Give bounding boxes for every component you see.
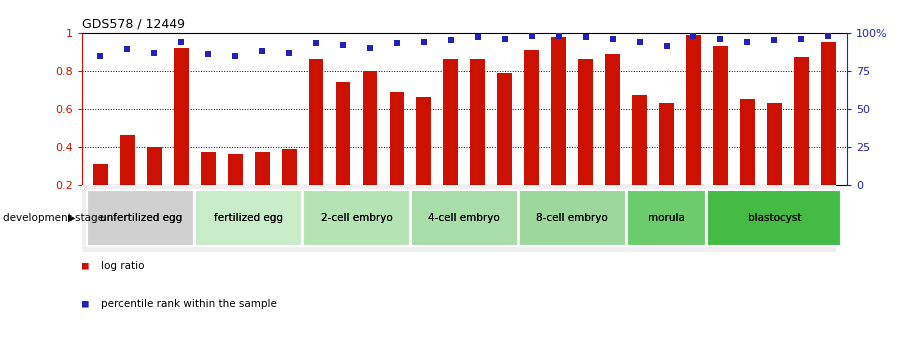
Text: 8-cell embryo: 8-cell embryo (536, 213, 608, 223)
FancyBboxPatch shape (411, 190, 517, 246)
Text: ■: ■ (82, 261, 88, 270)
Bar (362, 71, 378, 223)
FancyBboxPatch shape (411, 190, 517, 246)
Point (362, 45, 377, 51)
Point (552, 33, 566, 39)
Point (147, 50, 161, 55)
Text: GDS578 / 12449: GDS578 / 12449 (82, 17, 185, 30)
Point (390, 41, 404, 46)
Point (740, 39, 755, 45)
Point (713, 36, 728, 42)
Bar (686, 35, 701, 223)
Text: 2-cell embryo: 2-cell embryo (321, 213, 392, 223)
Point (605, 36, 620, 42)
Bar (821, 42, 835, 223)
FancyBboxPatch shape (88, 190, 194, 246)
FancyBboxPatch shape (304, 190, 410, 246)
FancyBboxPatch shape (82, 185, 836, 252)
Point (309, 41, 323, 46)
Point (417, 39, 431, 45)
Bar (443, 59, 458, 223)
Text: development stage: development stage (3, 213, 103, 223)
FancyBboxPatch shape (519, 190, 625, 246)
FancyBboxPatch shape (708, 190, 841, 246)
Point (767, 38, 782, 43)
Text: 4-cell embryo: 4-cell embryo (429, 213, 500, 223)
Bar (147, 147, 162, 223)
Bar (470, 59, 486, 223)
Bar (417, 97, 431, 223)
Point (174, 39, 188, 45)
Bar (201, 152, 216, 223)
Bar (578, 59, 593, 223)
Bar (93, 164, 108, 223)
Text: 8-cell embryo: 8-cell embryo (536, 213, 608, 223)
Text: fertilized egg: fertilized egg (214, 213, 284, 223)
Bar (794, 57, 809, 223)
Bar (335, 82, 351, 223)
Point (93, 53, 108, 58)
Bar (309, 59, 323, 223)
Point (660, 44, 674, 49)
FancyBboxPatch shape (627, 190, 707, 246)
Point (794, 36, 808, 42)
Bar (174, 48, 188, 223)
Point (632, 39, 647, 45)
Bar (525, 50, 539, 223)
FancyBboxPatch shape (519, 190, 625, 246)
Text: blastocyst: blastocyst (747, 213, 801, 223)
Bar (497, 73, 512, 223)
Bar (766, 103, 782, 223)
Bar (605, 53, 620, 223)
Bar (282, 148, 296, 223)
Bar (551, 37, 566, 223)
FancyBboxPatch shape (196, 190, 302, 246)
Text: morula: morula (648, 213, 685, 223)
Bar (713, 46, 728, 223)
FancyBboxPatch shape (708, 190, 841, 246)
FancyBboxPatch shape (627, 190, 707, 246)
Text: 2-cell embryo: 2-cell embryo (321, 213, 392, 223)
Bar (255, 152, 270, 223)
Point (470, 34, 485, 40)
Text: blastocyst: blastocyst (747, 213, 801, 223)
Text: 4-cell embryo: 4-cell embryo (429, 213, 500, 223)
Bar (227, 154, 243, 223)
FancyBboxPatch shape (88, 190, 194, 246)
Point (578, 34, 593, 40)
Point (497, 36, 512, 42)
Bar (390, 92, 404, 223)
Point (686, 33, 700, 39)
Point (444, 38, 458, 43)
Text: ■: ■ (82, 299, 88, 308)
Point (282, 50, 296, 55)
Point (120, 47, 135, 52)
Point (336, 42, 351, 48)
FancyBboxPatch shape (196, 190, 302, 246)
Text: morula: morula (648, 213, 685, 223)
Text: fertilized egg: fertilized egg (214, 213, 284, 223)
Text: percentile rank within the sample: percentile rank within the sample (101, 299, 277, 308)
FancyBboxPatch shape (304, 190, 410, 246)
Bar (659, 103, 674, 223)
Point (228, 53, 243, 58)
Text: ▶: ▶ (68, 213, 75, 223)
Bar (632, 95, 647, 223)
Text: unfertilized egg: unfertilized egg (100, 213, 182, 223)
Point (201, 51, 216, 57)
Text: log ratio: log ratio (101, 261, 145, 270)
Point (525, 33, 539, 39)
Bar (120, 135, 135, 223)
Bar (740, 99, 755, 223)
Point (255, 48, 269, 54)
Point (821, 33, 835, 39)
Text: unfertilized egg: unfertilized egg (100, 213, 182, 223)
